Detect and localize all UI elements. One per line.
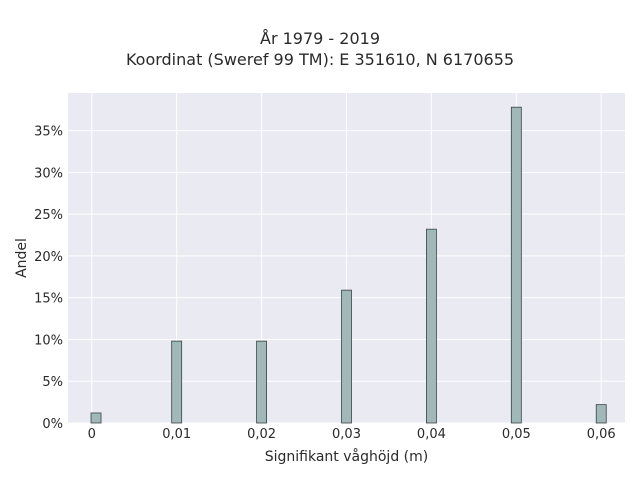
y-tick-labels: 0% 5% 10% 15% 20% 25% 30% 35% — [34, 125, 63, 432]
bar — [595, 404, 607, 424]
bar — [171, 340, 183, 424]
y-tick-label: 35% — [34, 125, 63, 140]
bar — [90, 412, 102, 424]
bar — [510, 106, 522, 424]
x-tick-label: 0,02 — [247, 427, 276, 442]
bar — [341, 289, 352, 424]
y-tick-label: 10% — [34, 333, 63, 348]
y-tick-label: 30% — [34, 166, 63, 181]
x-axis-label: Signifikant våghöjd (m) — [265, 448, 428, 465]
x-tick-label: 0,06 — [587, 427, 616, 442]
chart-title: År 1979 - 2019 — [260, 29, 380, 48]
y-tick-label: 0% — [42, 417, 63, 432]
bars — [90, 106, 607, 424]
x-tick-label: 0,05 — [502, 427, 531, 442]
bar — [256, 340, 267, 424]
y-tick-label: 25% — [34, 208, 63, 223]
y-axis-label: Andel — [14, 238, 30, 278]
bar — [426, 228, 437, 424]
x-tick-labels: 0 0,01 0,02 0,03 0,04 0,05 0,06 — [88, 427, 616, 442]
x-tick-label: 0,01 — [162, 427, 191, 442]
chart-subtitle: Koordinat (Sweref 99 TM): E 351610, N 61… — [125, 50, 515, 69]
y-tick-label: 15% — [34, 292, 63, 307]
x-tick-label: 0 — [88, 427, 96, 442]
y-tick-label: 20% — [34, 250, 63, 265]
x-tick-label: 0,03 — [332, 427, 361, 442]
y-tick-label: 5% — [42, 375, 63, 390]
x-tick-label: 0,04 — [417, 427, 446, 442]
